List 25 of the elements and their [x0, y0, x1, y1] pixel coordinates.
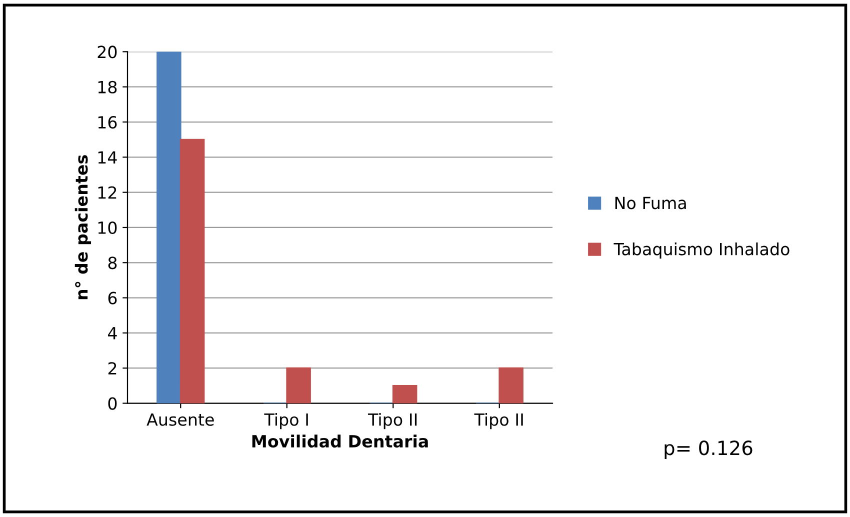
legend-label: No Fuma	[615, 196, 686, 210]
y-tick-label: 8	[108, 256, 117, 270]
x-tick-label: Tipo I	[264, 412, 308, 430]
bar	[392, 384, 418, 404]
bar	[498, 367, 524, 404]
y-tick-label: 18	[98, 80, 117, 94]
x-tick-label: Ausente	[146, 413, 214, 426]
bar	[180, 138, 205, 404]
y-tick-label: 4	[108, 327, 117, 340]
legend-label: Tabaquismo Inhalado	[614, 242, 790, 259]
y-tick-label: 16	[98, 116, 117, 129]
bar	[156, 52, 182, 404]
bar	[286, 367, 311, 404]
y-tick-label: 10	[98, 221, 117, 234]
y-tick-label: 20	[98, 46, 117, 58]
x-tick-label: Tipo II	[474, 412, 523, 430]
y-tick-label: 14	[98, 151, 117, 164]
x-tick-label: Tipo II	[368, 412, 417, 430]
y-tick-label: 2	[108, 362, 116, 374]
text: p= 0.126	[664, 440, 752, 460]
y-tick-label: 6	[108, 292, 117, 304]
y-tick-label: 12	[98, 186, 116, 199]
x-axis-title: Movilidad Dentaria	[252, 434, 428, 448]
y-axis-title: n° de pacientes	[74, 155, 92, 300]
y-tick-label: 0	[108, 397, 117, 410]
